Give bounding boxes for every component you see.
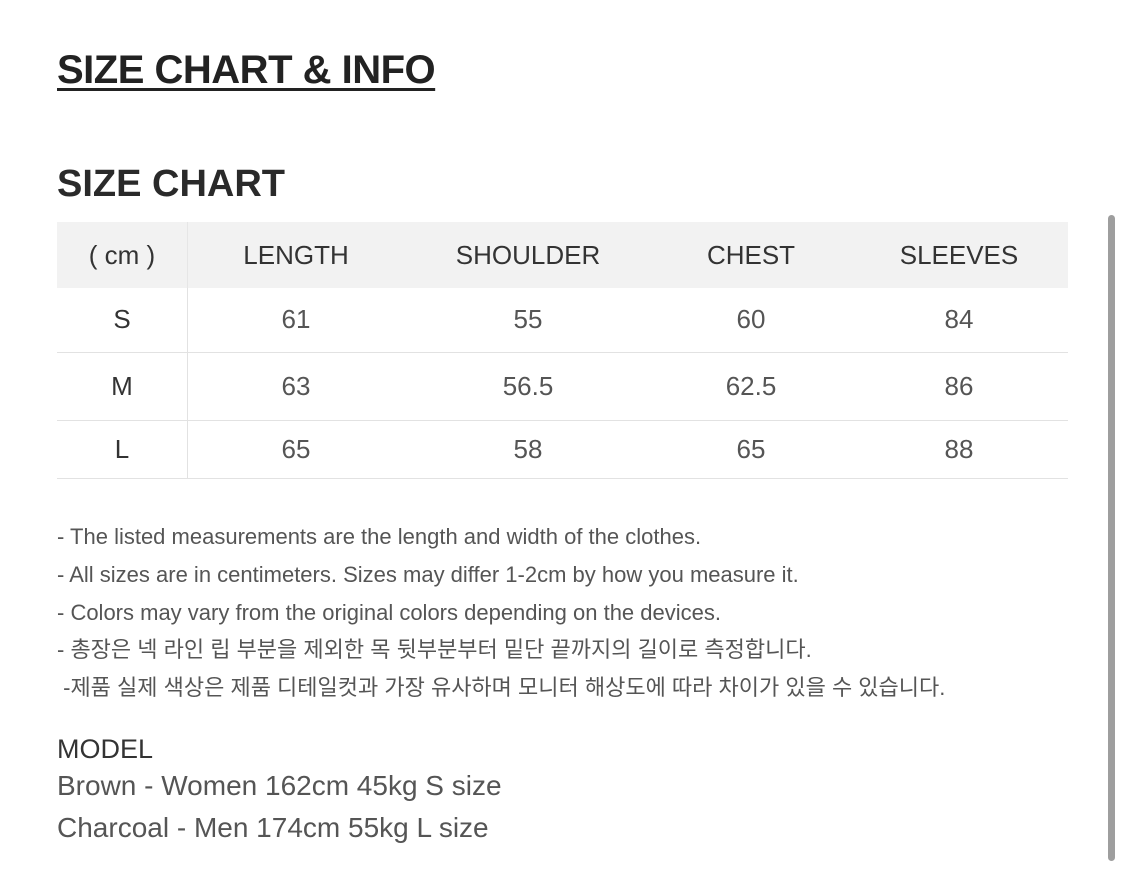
note-item: - 총장은 넥 라인 립 부분을 제외한 목 뒷부분부터 밑단 끝까지의 길이로… — [57, 637, 812, 663]
note-item: - All sizes are in centimeters. Sizes ma… — [57, 561, 799, 587]
cell-shoulder: 56.5 — [404, 352, 652, 421]
model-heading: MODEL — [57, 734, 154, 764]
cell-chest: 62.5 — [652, 352, 850, 421]
cell-sleeves: 86 — [850, 352, 1068, 421]
page-title: SIZE CHART & INFO — [57, 48, 436, 92]
header-length: LENGTH — [243, 239, 349, 270]
size-label: L — [57, 420, 188, 479]
size-label: M — [57, 352, 188, 421]
header-chest: CHEST — [706, 239, 796, 270]
cell-sleeves: 88 — [850, 420, 1068, 479]
header-shoulder: SHOULDER — [455, 239, 601, 270]
section-title: SIZE CHART — [57, 163, 285, 205]
cell-shoulder: 58 — [404, 420, 652, 479]
scrollbar[interactable] — [1108, 215, 1115, 861]
size-table: ( cm ) LENGTH SHOULDER CHEST SLEEVES S 6… — [57, 222, 1068, 479]
size-label: S — [57, 288, 188, 353]
model-line: Brown - Women 162cm 45kg S size — [57, 770, 502, 801]
cell-shoulder: 55 — [404, 288, 652, 353]
cell-length: 65 — [187, 420, 404, 479]
model-info: MODEL Brown - Women 162cm 45kg S size Ch… — [57, 733, 502, 849]
cell-length: 63 — [187, 352, 404, 421]
table-row: S 61 55 60 84 — [57, 288, 1068, 353]
table-row: M 63 56.5 62.5 86 — [57, 352, 1068, 421]
note-item: - The listed measurements are the length… — [57, 524, 702, 549]
cell-sleeves: 84 — [850, 288, 1068, 353]
cell-length: 61 — [187, 288, 404, 353]
table-row: L 65 58 65 88 — [57, 420, 1068, 479]
note-item: -제품 실제 색상은 제품 디테일컷과 가장 유사하며 모니터 해상도에 따라 … — [57, 675, 946, 701]
cell-chest: 65 — [652, 420, 850, 479]
note-item: - Colors may vary from the original colo… — [57, 599, 721, 625]
model-line: Charcoal - Men 174cm 55kg L size — [57, 812, 489, 843]
header-sleeves: SLEEVES — [899, 239, 1019, 270]
cell-chest: 60 — [652, 288, 850, 353]
header-unit: ( cm ) — [57, 222, 188, 288]
notes-list: - The listed measurements are the length… — [57, 518, 945, 707]
table-header-row: ( cm ) LENGTH SHOULDER CHEST SLEEVES — [57, 222, 1068, 288]
